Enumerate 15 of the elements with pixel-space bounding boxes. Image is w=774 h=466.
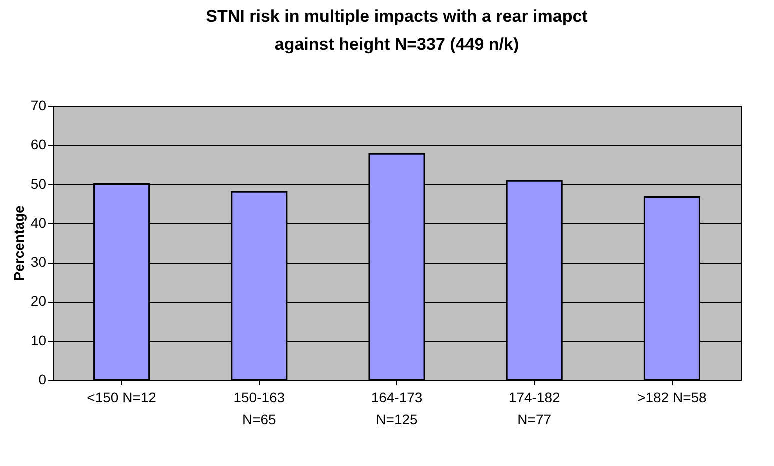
x-tick-label: 164-173 N=125 xyxy=(371,390,423,428)
x-tick-label: 174-182 N=77 xyxy=(508,390,560,428)
y-tick-label: 40 xyxy=(30,214,47,231)
chart-title: STNI risk in multiple impacts with a rear imapct against height N=337 (449 n/k) xyxy=(206,7,588,54)
y-axis-title: Percentage xyxy=(10,206,27,282)
y-tick-label: 70 xyxy=(30,98,47,114)
x-tick-label: <150 N=12 xyxy=(87,390,157,406)
y-tick-label: 60 xyxy=(30,136,47,153)
y-tick-label: 0 xyxy=(38,372,47,388)
y-tick-label: 50 xyxy=(30,176,47,192)
y-tick-label: 30 xyxy=(30,254,47,270)
x-tick-label: 150-163 N=65 xyxy=(234,390,286,428)
x-tick-label: >182 N=58 xyxy=(638,390,708,406)
y-tick-label: 20 xyxy=(30,293,47,310)
y-tick-label: 10 xyxy=(30,332,47,348)
